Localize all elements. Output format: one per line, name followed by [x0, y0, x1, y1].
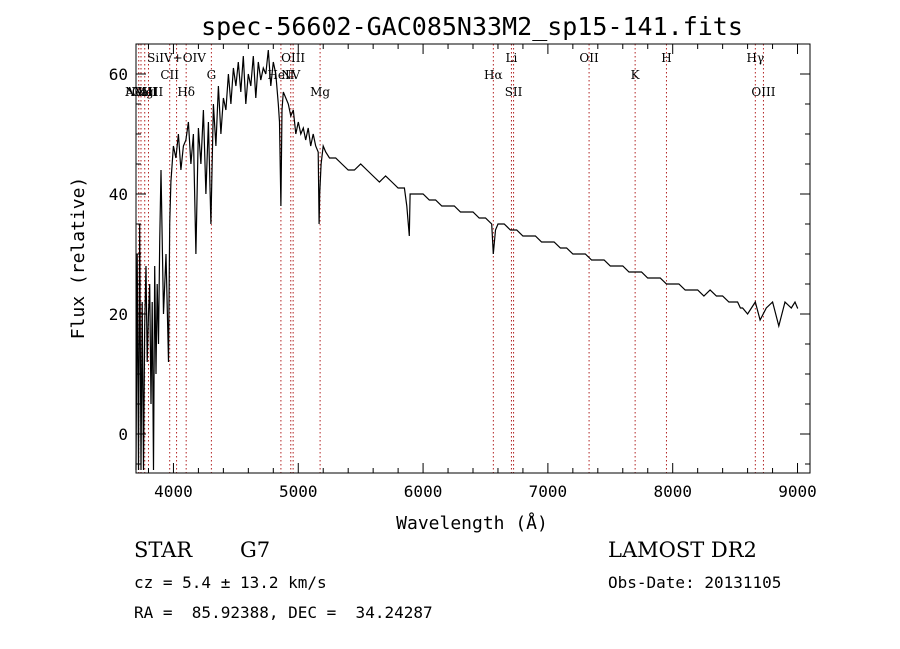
chart-title: spec-56602-GAC085N33M2_sp15-141.fits	[201, 12, 743, 41]
x-tick-label: 6000	[404, 482, 443, 501]
y-tick-label: 60	[109, 65, 128, 84]
line-label: H	[661, 51, 671, 65]
line-label: OIII	[751, 85, 775, 99]
survey-name: LAMOST DR2	[608, 538, 757, 562]
observation-date: Obs-Date: 20131105	[608, 573, 782, 592]
line-label: K	[631, 68, 641, 82]
spectrum-line	[135, 49, 799, 471]
x-axis-ticks: 4000 5000 6000 7000 8000 9000	[147, 44, 817, 501]
coordinates-text: RA = 85.92388, DEC = 34.24287	[134, 603, 433, 622]
line-label: OIII	[281, 51, 305, 65]
line-label: Hα	[484, 68, 503, 82]
y-axis-label: Flux (relative)	[68, 177, 89, 340]
redshift-text: cz = 5.4 ± 13.2 km/s	[134, 573, 327, 592]
object-class: STAR	[134, 538, 193, 562]
x-tick-label: 9000	[778, 482, 817, 501]
x-tick-label: 7000	[529, 482, 568, 501]
x-tick-label: 8000	[653, 482, 692, 501]
line-label: HeII	[267, 68, 294, 82]
line-label: NV	[281, 68, 301, 82]
y-tick-label: 20	[109, 305, 128, 324]
line-label: OII	[579, 51, 599, 65]
line-label: Hδ	[177, 85, 195, 99]
object-subclass: G7	[240, 538, 271, 562]
line-label: CaII	[132, 85, 158, 99]
line-label: NeIII	[125, 85, 157, 99]
x-tick-label: 4000	[154, 482, 193, 501]
line-label: SiIV+OIV	[147, 51, 206, 65]
x-tick-label: 5000	[279, 482, 318, 501]
line-label: AlIII	[124, 85, 152, 99]
line-label: G	[207, 68, 217, 82]
line-label: SII	[505, 85, 523, 99]
line-label: CII	[160, 68, 179, 82]
spectral-line-markers	[138, 44, 764, 473]
y-axis-ticks: 0 20 40 60	[109, 43, 810, 465]
y-tick-label: 0	[118, 425, 128, 444]
line-label: Li	[506, 51, 518, 65]
line-label: Mg	[310, 85, 330, 99]
line-label: MgII	[134, 85, 164, 99]
plot-frame	[135, 43, 811, 474]
y-tick-label: 40	[109, 185, 128, 204]
x-axis-label: Wavelength (Å)	[396, 512, 548, 534]
line-label: Hγ	[747, 51, 765, 65]
